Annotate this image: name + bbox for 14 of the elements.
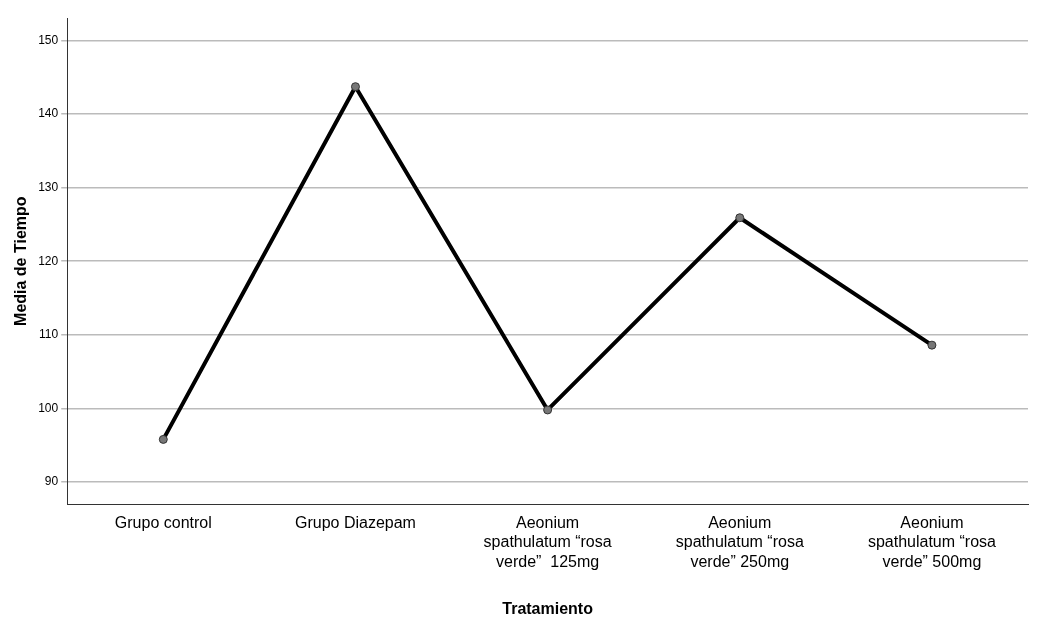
y-tick-label: 150 (38, 32, 59, 47)
y-tick-label: 110 (39, 327, 59, 342)
x-tick-label: Aeonium spathulatum “rosa verde” 250mg (675, 514, 804, 570)
y-tick-label: 130 (38, 179, 59, 194)
y-tick-label: 140 (38, 106, 59, 121)
x-tick-label: Aeonium spathulatum “rosa verde” 500mg (867, 514, 997, 570)
y-axis-title: Media de Tiempo (12, 196, 30, 326)
y-tick-label: 90 (44, 474, 59, 489)
y-tick-label: 100 (38, 400, 59, 415)
x-tick-label: Aeonium spathulatum “rosa verde” 125mg (483, 514, 612, 570)
y-tick-label: 120 (38, 253, 59, 268)
x-axis-title: Tratamiento (502, 599, 594, 617)
x-tick-label: Grupo control (114, 514, 212, 532)
x-tick-label: Grupo Diazepam (294, 514, 416, 532)
